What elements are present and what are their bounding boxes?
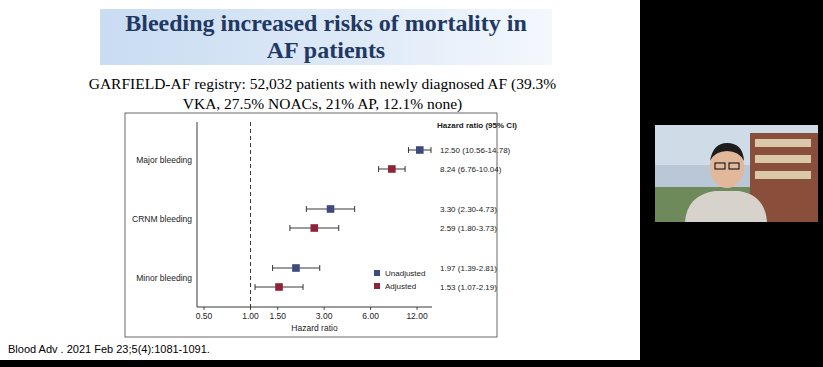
point xyxy=(327,205,335,213)
category-label: CRNM bleeding xyxy=(132,214,192,224)
citation: Blood Adv . 2021 Feb 23;5(4):1081-1091. xyxy=(8,343,210,355)
x-tick-label: 1.00 xyxy=(242,311,259,321)
cam-shirt xyxy=(685,191,767,222)
x-tick xyxy=(324,307,325,310)
data-label: 2.59 (1.80-3.73) xyxy=(440,224,497,233)
legend-label: Adjusted xyxy=(385,282,416,291)
x-tick-label: 0.50 xyxy=(196,311,213,321)
point xyxy=(275,283,283,291)
cam-window xyxy=(755,155,811,163)
cam-glasses xyxy=(729,163,739,169)
x-axis xyxy=(197,307,432,308)
category-label: Minor bleeding xyxy=(136,273,192,283)
column-header: Hazard ratio (95% CI) xyxy=(437,121,517,130)
x-tick xyxy=(250,307,251,310)
cam-window xyxy=(755,171,811,179)
x-axis-label: Hazard ratio xyxy=(291,323,338,333)
legend-swatch xyxy=(374,283,380,289)
reference-line xyxy=(250,122,251,307)
point xyxy=(416,146,424,154)
error-cap xyxy=(354,206,355,212)
point xyxy=(292,264,300,272)
error-cap xyxy=(338,225,339,231)
title: Bleeding increased risks of mortality in… xyxy=(100,10,552,64)
data-label: 1.97 (1.39-2.81) xyxy=(440,264,497,273)
data-label: 12.50 (10.56-14.78) xyxy=(440,146,511,155)
error-cap xyxy=(303,284,304,290)
subtitle: GARFIELD-AF registry: 52,032 patients wi… xyxy=(75,74,570,114)
x-tick-label: 1.50 xyxy=(269,311,286,321)
x-tick-label: 3.00 xyxy=(316,311,333,321)
legend-label: Unadjusted xyxy=(385,269,425,278)
chart: 0.50 1.00 1.50 3.00 6.00 12.00 Hazard ratio Maj… xyxy=(0,0,823,367)
point xyxy=(310,224,318,232)
marks xyxy=(255,146,431,291)
error-cap xyxy=(405,166,406,172)
error-cap xyxy=(272,265,273,271)
x-tick-label: 6.00 xyxy=(362,311,379,321)
cam-hair xyxy=(710,143,744,161)
webcam xyxy=(655,125,818,222)
cam-glasses xyxy=(715,163,725,169)
error-cap xyxy=(319,265,320,271)
x-tick xyxy=(370,307,371,310)
error-cap xyxy=(408,147,409,153)
x-tick xyxy=(277,307,278,310)
cam-bg xyxy=(655,125,818,222)
x-tick xyxy=(204,307,205,310)
error-cap xyxy=(306,206,307,212)
error-cap xyxy=(431,147,432,153)
legend-swatch xyxy=(374,270,380,276)
x-tick-label: 12.00 xyxy=(406,311,428,321)
error-cap xyxy=(378,166,379,172)
category-label: Major bleeding xyxy=(136,155,192,165)
cam-window xyxy=(755,139,811,147)
point xyxy=(388,165,396,173)
data-label: 1.53 (1.07-2.19) xyxy=(440,283,497,292)
y-axis xyxy=(197,122,198,307)
data-label: 8.24 (6.76-10.04) xyxy=(440,165,502,174)
data-label: 3.30 (2.30-4.73) xyxy=(440,205,497,214)
x-tick xyxy=(417,307,418,310)
error-cap xyxy=(289,225,290,231)
error-cap xyxy=(255,284,256,290)
